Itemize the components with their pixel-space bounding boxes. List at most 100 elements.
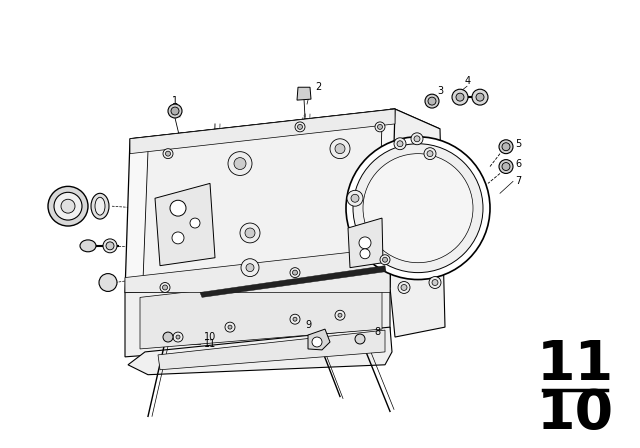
Circle shape	[429, 276, 441, 289]
Circle shape	[346, 137, 490, 280]
Ellipse shape	[80, 240, 96, 252]
Circle shape	[502, 143, 510, 151]
Text: 6: 6	[515, 159, 521, 168]
Polygon shape	[158, 330, 385, 370]
Circle shape	[499, 159, 513, 173]
Circle shape	[106, 242, 114, 250]
Polygon shape	[125, 109, 395, 293]
Circle shape	[355, 334, 365, 344]
Polygon shape	[125, 248, 390, 293]
Polygon shape	[143, 121, 382, 280]
Circle shape	[330, 139, 350, 159]
Ellipse shape	[91, 193, 109, 219]
Circle shape	[397, 141, 403, 146]
Circle shape	[61, 199, 75, 213]
Circle shape	[363, 154, 473, 263]
Circle shape	[380, 255, 390, 265]
Circle shape	[338, 313, 342, 317]
Polygon shape	[130, 109, 440, 159]
Circle shape	[502, 163, 510, 171]
Circle shape	[293, 317, 297, 321]
Circle shape	[163, 285, 168, 290]
Circle shape	[225, 322, 235, 332]
Circle shape	[359, 237, 371, 249]
Circle shape	[241, 259, 259, 276]
Circle shape	[312, 337, 322, 347]
Circle shape	[245, 228, 255, 238]
Circle shape	[176, 335, 180, 339]
Circle shape	[499, 140, 513, 154]
Circle shape	[424, 148, 436, 159]
Polygon shape	[200, 266, 386, 297]
Text: 4: 4	[465, 76, 471, 86]
Circle shape	[160, 283, 170, 293]
Text: 7: 7	[515, 177, 521, 186]
Circle shape	[476, 93, 484, 101]
Circle shape	[425, 94, 439, 108]
Circle shape	[298, 125, 303, 129]
Circle shape	[54, 192, 82, 220]
Circle shape	[452, 89, 468, 105]
Polygon shape	[130, 109, 395, 154]
Circle shape	[295, 122, 305, 132]
Circle shape	[411, 133, 423, 145]
Circle shape	[353, 144, 483, 272]
Polygon shape	[390, 109, 445, 337]
Text: 9: 9	[305, 320, 311, 330]
Circle shape	[427, 151, 433, 157]
Circle shape	[432, 280, 438, 285]
Polygon shape	[140, 270, 382, 349]
Circle shape	[166, 151, 170, 156]
Circle shape	[190, 218, 200, 228]
Circle shape	[228, 152, 252, 176]
Polygon shape	[348, 218, 383, 267]
Circle shape	[173, 332, 183, 342]
Polygon shape	[125, 263, 390, 357]
Text: 1: 1	[172, 96, 178, 106]
Polygon shape	[128, 327, 392, 375]
Circle shape	[398, 281, 410, 293]
Circle shape	[240, 223, 260, 243]
Circle shape	[163, 332, 173, 342]
Circle shape	[456, 93, 464, 101]
Circle shape	[414, 136, 420, 142]
Ellipse shape	[95, 197, 105, 215]
Polygon shape	[308, 329, 330, 350]
Circle shape	[48, 186, 88, 226]
Circle shape	[351, 194, 359, 202]
Circle shape	[163, 149, 173, 159]
Circle shape	[290, 267, 300, 278]
Circle shape	[347, 190, 363, 206]
Text: 10: 10	[204, 332, 216, 342]
Circle shape	[170, 200, 186, 216]
Circle shape	[172, 232, 184, 244]
Circle shape	[360, 249, 370, 259]
Circle shape	[401, 284, 407, 290]
Circle shape	[228, 325, 232, 329]
Polygon shape	[155, 183, 215, 266]
Text: 11: 11	[536, 338, 614, 392]
Circle shape	[168, 104, 182, 118]
Text: 11: 11	[204, 339, 216, 349]
Circle shape	[103, 239, 117, 253]
Circle shape	[246, 264, 254, 271]
Text: 10: 10	[536, 388, 614, 441]
Text: 5: 5	[515, 139, 521, 149]
Text: 2: 2	[315, 82, 321, 92]
Circle shape	[428, 97, 436, 105]
Polygon shape	[297, 87, 311, 100]
Circle shape	[292, 270, 298, 275]
Circle shape	[99, 274, 117, 292]
Circle shape	[234, 158, 246, 169]
Text: 8: 8	[374, 327, 380, 337]
Circle shape	[375, 122, 385, 132]
Circle shape	[383, 257, 387, 262]
Text: 3: 3	[437, 86, 443, 96]
Circle shape	[290, 314, 300, 324]
Circle shape	[171, 107, 179, 115]
Circle shape	[472, 89, 488, 105]
Circle shape	[335, 310, 345, 320]
Circle shape	[394, 138, 406, 150]
Circle shape	[335, 144, 345, 154]
Circle shape	[378, 125, 383, 129]
